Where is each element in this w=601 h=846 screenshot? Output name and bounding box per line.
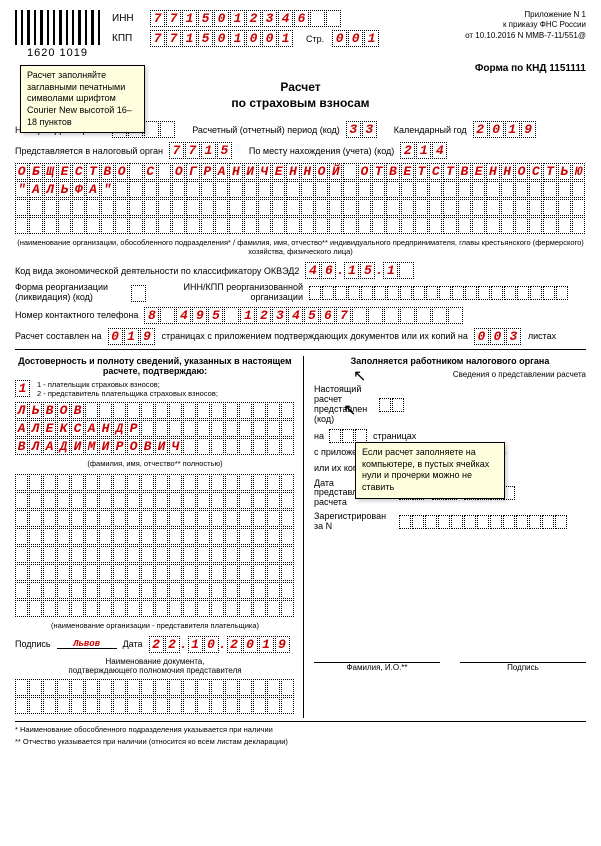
note-fill-instruction: Расчет заполняйте заглавными печатными с… <box>20 65 145 133</box>
phone-label: Номер контактного телефона <box>15 310 138 320</box>
period-label: Расчетный (отчетный) период (код) <box>192 125 340 135</box>
note-empty-cells: Если расчет заполняете на компьютере, в … <box>355 442 505 499</box>
pages-label3: листах <box>528 331 556 341</box>
doc-grid <box>15 679 295 714</box>
reorg-label: Форма реорганизации (ликвидация) (код) <box>15 283 125 303</box>
right-reg-label: Зарегистрирован за N <box>314 512 394 532</box>
kpp-cells: 771501001 <box>150 30 294 47</box>
rep-grid <box>15 474 295 617</box>
right-code-label: Настоящий расчет представлен (код) <box>314 385 374 425</box>
reg-cells <box>399 515 568 529</box>
right-sign: Подпись <box>460 663 586 672</box>
okved-label: Код вида экономической деятельности по к… <box>15 266 299 276</box>
date-label: Дата <box>123 639 143 649</box>
phone-cells: 84951234567 <box>144 307 464 324</box>
reorg-inn-label: ИНН/КПП реорганизованной организации <box>173 283 303 303</box>
right-sub: Сведения о представлении расчета <box>314 370 586 379</box>
period-cells: 33 <box>346 121 378 138</box>
footnote2: ** Отчество указывается при наличии (отн… <box>15 737 586 746</box>
barcode-text: 1620 1019 <box>27 47 88 59</box>
right-pages-suffix: страницах <box>373 431 416 441</box>
fio-note: (фамилия, имя, отчество** полностью) <box>15 459 295 468</box>
right-pages-label: на <box>314 431 324 441</box>
confirm-cells: 1 <box>15 380 31 397</box>
left-col-title: Достоверность и полноту сведений, указан… <box>15 356 295 376</box>
location-label: По месту нахождения (учета) (код) <box>249 146 394 156</box>
pages-cells: 019 <box>108 328 156 345</box>
barcode: 1620 1019 <box>15 10 100 59</box>
fio-grid: ЛЬВОВАЛЕКСАНДРВЛАДИМИРОВИЧ <box>15 402 295 455</box>
inn-label: ИНН <box>112 13 142 24</box>
pages-label2: страницах с приложением подтверждающих д… <box>162 331 468 341</box>
pages-label1: Расчет составлен на <box>15 331 102 341</box>
year-cells: 2019 <box>473 121 537 138</box>
org-name-grid: ОБЩЕСТВОСОГРАНИЧЕННОЙОТВЕТСТВЕННОСТЬЮ"АЛ… <box>15 163 586 234</box>
org-name-note: (наименование организации, обособленного… <box>15 238 586 256</box>
kpp-label: КПП <box>112 33 142 44</box>
sign-value: Львов <box>57 639 117 649</box>
right-col-title: Заполняется работником налогового органа <box>314 356 586 366</box>
copies-cells: 003 <box>474 328 522 345</box>
taxorg-cells: 7715 <box>169 142 233 159</box>
sign-label: Подпись <box>15 639 51 649</box>
location-cells: 214 <box>400 142 448 159</box>
inn-cells: 7715012346 <box>150 10 342 27</box>
str-label: Стр. <box>306 34 324 44</box>
reorg-inn-cells <box>309 286 569 300</box>
year-label: Календарный год <box>394 125 467 135</box>
doc-name-label: Наименование документа, подтверждающего … <box>15 657 295 675</box>
okved-cells: 46.15.1 <box>305 262 415 279</box>
org-rep-note: (наименование организации - представител… <box>15 621 295 630</box>
right-fio: Фамилия, И.О.** <box>314 663 440 672</box>
date-cells: 22.10.2019 <box>149 636 291 653</box>
str-cells: 001 <box>332 30 380 47</box>
appendix: Приложение N 1 к приказу ФНС России от 1… <box>465 10 586 41</box>
confirm-options: 1 - плательщик страховых взносов; 2 - пр… <box>37 380 218 398</box>
footnote1: * Наименование обособленного подразделен… <box>15 725 586 734</box>
tax-org-label: Представляется в налоговый орган <box>15 146 163 156</box>
